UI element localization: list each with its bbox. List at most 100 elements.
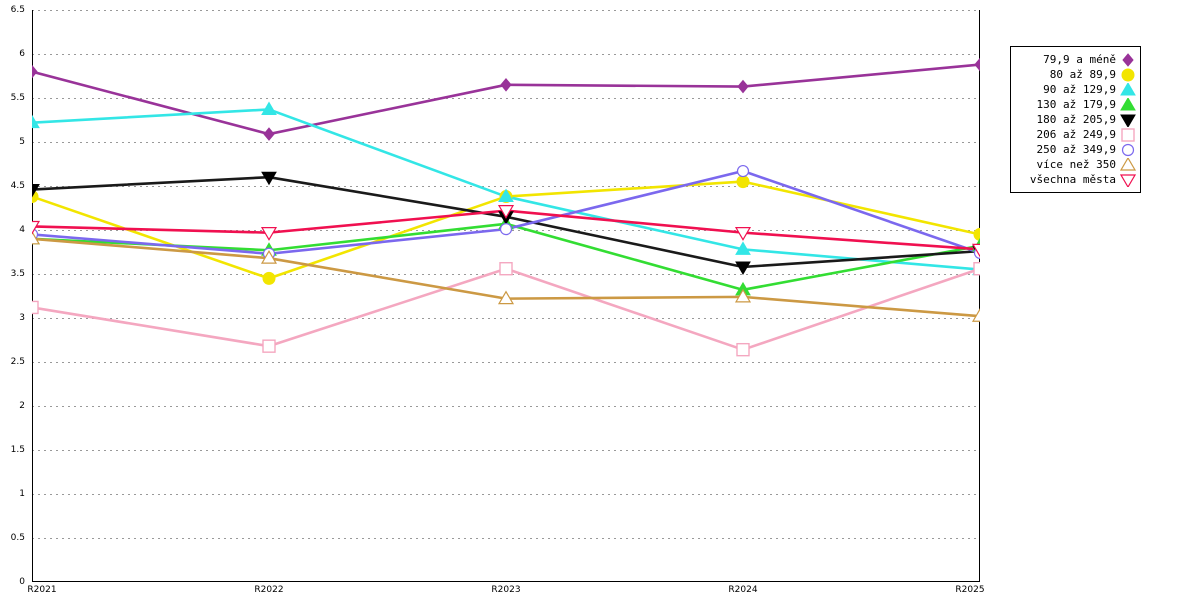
legend-marker-triangle-up-icon xyxy=(1120,97,1136,112)
series-points-8 xyxy=(32,205,980,258)
marker-triangle-up-open xyxy=(497,290,515,305)
marker-diamond xyxy=(32,64,38,79)
marker-circle-open xyxy=(499,223,513,236)
marker-square xyxy=(499,262,513,276)
y-axis-tick-label: 6 xyxy=(19,49,25,59)
legend-marker-triangle-down-open-icon xyxy=(1120,173,1136,187)
series-markers xyxy=(32,57,980,357)
y-axis-tick-label: 1 xyxy=(19,489,25,499)
x-axis-tick-label: R2021 xyxy=(27,585,57,595)
marker-triangle-up xyxy=(32,114,40,129)
legend-item[interactable]: více než 350 xyxy=(1015,157,1136,172)
marker-triangle-up-open xyxy=(1120,157,1136,171)
legend-marker-shape xyxy=(1121,127,1135,142)
marker-triangle-up xyxy=(1120,82,1136,95)
marker-triangle-down-open xyxy=(497,205,515,219)
legend-item-label: 250 až 349,9 xyxy=(1036,143,1116,156)
plot-area xyxy=(32,10,980,582)
legend-marker-shape xyxy=(1120,114,1136,127)
legend-marker-diamond-icon xyxy=(1120,52,1136,67)
series-points-7 xyxy=(32,230,980,322)
legend-item-label: všechna města xyxy=(1029,173,1116,186)
legend-item[interactable]: všechna města xyxy=(1015,172,1136,187)
legend-item[interactable]: 180 až 205,9 xyxy=(1015,112,1136,127)
legend-marker-circle-open-icon xyxy=(1120,143,1136,157)
marker-circle xyxy=(1121,68,1135,81)
marker-circle xyxy=(973,227,980,241)
legend-item[interactable]: 90 až 129,9 xyxy=(1015,82,1136,97)
y-axis-tick-label: 0.5 xyxy=(10,533,25,543)
legend-item[interactable]: 206 až 249,9 xyxy=(1015,127,1136,142)
marker-square xyxy=(736,342,750,357)
marker-triangle-down-open xyxy=(971,243,980,258)
marker-triangle-down xyxy=(735,261,751,275)
x-axis-tick-label: R2022 xyxy=(254,585,284,595)
marker-triangle-up-open xyxy=(971,308,980,322)
y-axis-tick-label: 5.5 xyxy=(10,93,25,103)
legend-marker-triangle-down-icon xyxy=(1120,113,1136,127)
marker-triangle-up-open xyxy=(734,288,752,303)
marker-diamond xyxy=(737,79,749,94)
y-axis-tick-label: 2.5 xyxy=(10,357,25,367)
marker-triangle-up xyxy=(261,101,277,115)
legend-item-label: 180 až 205,9 xyxy=(1036,113,1116,126)
legend-marker-shape xyxy=(1122,52,1134,67)
legend-item-label: 79,9 a méně xyxy=(1043,53,1116,66)
marker-circle-open xyxy=(736,164,750,178)
legend-item[interactable]: 79,9 a méně xyxy=(1015,52,1136,67)
marker-triangle-down-open xyxy=(734,227,752,241)
legend-item[interactable]: 250 až 349,9 xyxy=(1015,142,1136,157)
y-axis-tick-label: 3 xyxy=(19,313,25,323)
legend-marker-shape xyxy=(1120,82,1136,95)
marker-circle xyxy=(262,271,276,285)
marker-square xyxy=(1121,127,1135,142)
legend-marker-triangle-up-icon xyxy=(1120,82,1136,97)
marker-triangle-up xyxy=(735,241,751,255)
series-points-0 xyxy=(32,57,980,141)
legend-marker-shape xyxy=(1120,97,1136,110)
marker-square xyxy=(32,300,39,315)
y-axis-tick-label: 3.5 xyxy=(10,269,25,279)
marker-triangle-down xyxy=(32,184,40,198)
marker-diamond xyxy=(263,127,275,141)
chart-svg xyxy=(32,10,980,582)
y-axis-tick-label: 6.5 xyxy=(10,5,25,15)
marker-triangle-down-open xyxy=(1120,173,1136,187)
legend-item-label: 90 až 129,9 xyxy=(1043,83,1116,96)
legend-marker-shape xyxy=(1120,173,1136,187)
legend-marker-square-icon xyxy=(1120,127,1136,142)
series-points-5 xyxy=(32,262,980,357)
legend-marker-shape xyxy=(1121,143,1135,156)
y-axis-tick-label: 2 xyxy=(19,401,25,411)
legend-item[interactable]: 80 až 89,9 xyxy=(1015,67,1136,82)
marker-diamond xyxy=(500,78,512,92)
marker-triangle-down-open xyxy=(32,220,41,235)
marker-diamond xyxy=(1122,52,1134,67)
y-axis-tick-label: 0 xyxy=(19,577,25,587)
x-axis-tick-label: R2023 xyxy=(491,585,521,595)
legend-item-label: 80 až 89,9 xyxy=(1049,68,1116,81)
x-axis-tick-label: R2025 xyxy=(955,585,985,595)
legend-item[interactable]: 130 až 179,9 xyxy=(1015,97,1136,112)
marker-square xyxy=(262,339,276,353)
legend-item-label: více než 350 xyxy=(1036,158,1116,171)
x-axis-tick-label: R2024 xyxy=(728,585,758,595)
legend-marker-shape xyxy=(1120,157,1136,171)
marker-square xyxy=(973,262,980,276)
legend-item-label: 206 až 249,9 xyxy=(1036,128,1116,141)
marker-diamond xyxy=(974,57,980,72)
legend-marker-circle-icon xyxy=(1120,68,1136,82)
marker-triangle-up-open xyxy=(260,249,278,264)
y-axis-tick-label: 1.5 xyxy=(10,445,25,455)
marker-circle-open xyxy=(1121,143,1135,156)
legend-marker-triangle-up-open-icon xyxy=(1120,157,1136,172)
y-axis-tick-label: 4.5 xyxy=(10,181,25,191)
marker-triangle-up xyxy=(1120,97,1136,110)
marker-triangle-down xyxy=(1120,114,1136,127)
marker-triangle-down xyxy=(261,171,277,186)
marker-triangle-up-open xyxy=(32,230,41,245)
y-axis-labels: 0 0.5 1 1.5 2 2.5 3 3.5 4 4.5 5 5.5 6 6.5 xyxy=(0,0,30,600)
legend-marker-shape xyxy=(1121,68,1135,81)
